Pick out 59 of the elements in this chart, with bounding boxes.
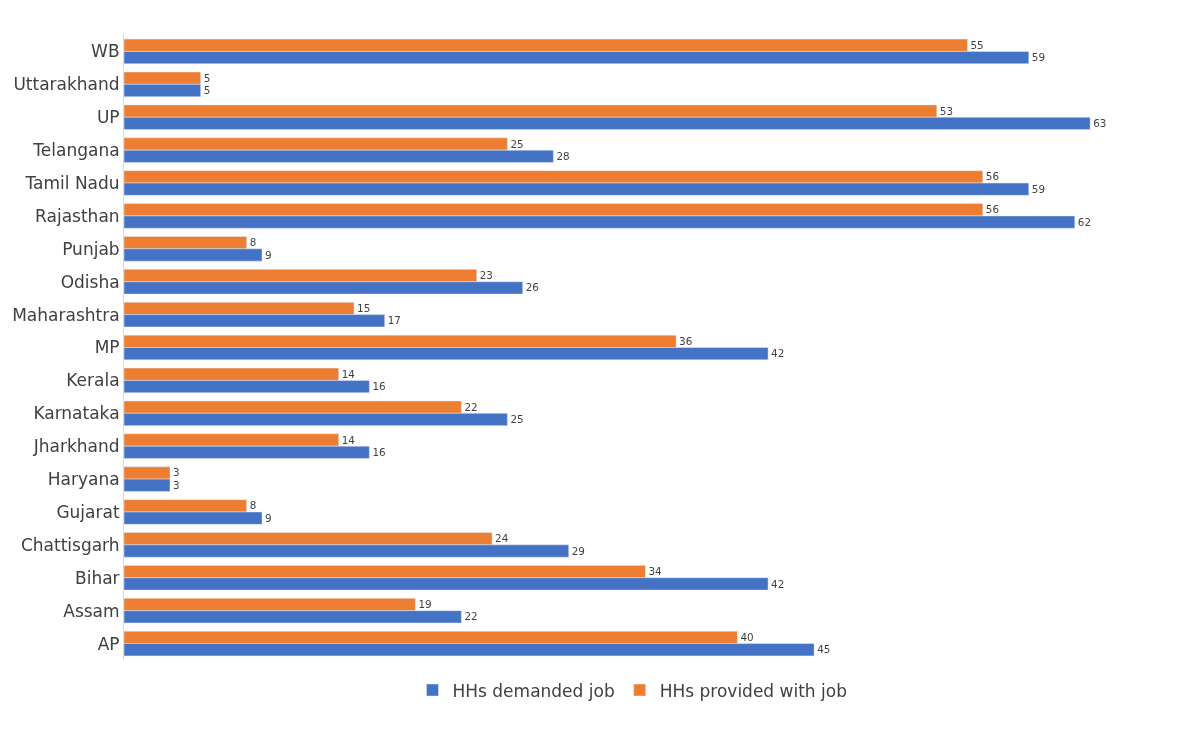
data-label: 29 — [571, 544, 585, 557]
y-tick-label: Maharashtra — [12, 304, 120, 325]
data-label: 19 — [418, 598, 432, 611]
data-label: 14 — [341, 367, 356, 380]
data-label: 9 — [265, 511, 272, 524]
data-label: 36 — [679, 334, 693, 347]
data-label: 34 — [648, 565, 663, 578]
data-label: 3 — [173, 478, 180, 491]
data-label: 5 — [203, 71, 211, 84]
legend-label: HHs provided with job — [659, 680, 847, 701]
data-label: 16 — [372, 380, 386, 393]
y-tick-label: Kerala — [66, 370, 120, 391]
data-label: 15 — [357, 302, 371, 315]
y-tick-label: Assam — [63, 600, 120, 621]
data-label: 25 — [510, 137, 524, 150]
data-label: 22 — [464, 610, 478, 623]
y-tick-label: Karnataka — [33, 403, 120, 424]
data-label: 62 — [1077, 215, 1092, 228]
y-tick-label: Chattisgarh — [20, 534, 120, 555]
data-label: 45 — [817, 643, 831, 656]
y-tick-label: Gujarat — [56, 501, 120, 522]
data-label: 53 — [939, 104, 953, 117]
y-tick-label: Uttarakhand — [13, 74, 120, 95]
data-label: 22 — [464, 400, 478, 413]
data-label: 63 — [1093, 116, 1107, 129]
data-label: 9 — [265, 248, 272, 261]
data-label: 59 — [1031, 182, 1046, 195]
y-tick-label: Punjab — [62, 238, 120, 259]
y-tick-label: AP — [97, 633, 120, 654]
y-tick-label: MP — [94, 337, 120, 358]
y-tick-label: WB — [91, 41, 120, 62]
data-label: 24 — [495, 532, 509, 545]
legend-label: HHs demanded job — [452, 680, 615, 701]
data-label: 8 — [249, 236, 257, 249]
data-label: 56 — [985, 170, 1000, 183]
data-label: 5 — [203, 84, 211, 97]
data-label: 56 — [985, 203, 1000, 216]
data-label: 23 — [479, 269, 493, 282]
y-tick-label: Rajasthan — [35, 205, 120, 226]
data-label: 55 — [970, 38, 984, 51]
y-tick-label: Haryana — [47, 469, 120, 490]
data-label: 16 — [372, 445, 386, 458]
y-tick-label: Bihar — [75, 567, 120, 588]
y-tick-label: Odisha — [60, 271, 120, 292]
data-label: 3 — [173, 466, 180, 479]
data-label: 42 — [771, 577, 785, 590]
data-label: 8 — [249, 499, 257, 512]
data-label: 25 — [510, 413, 524, 426]
data-label: 40 — [740, 630, 754, 643]
data-label: 42 — [771, 347, 785, 360]
data-label: 17 — [387, 314, 401, 327]
data-label: 28 — [556, 149, 570, 162]
y-tick-label: UP — [96, 107, 120, 128]
data-label: 26 — [525, 281, 539, 294]
y-tick-label: Jharkhand — [32, 436, 120, 457]
y-tick-label: Tamil Nadu — [24, 172, 120, 193]
data-label: 59 — [1031, 51, 1046, 64]
y-tick-label: Telangana — [32, 140, 120, 161]
data-label: 14 — [341, 433, 356, 446]
